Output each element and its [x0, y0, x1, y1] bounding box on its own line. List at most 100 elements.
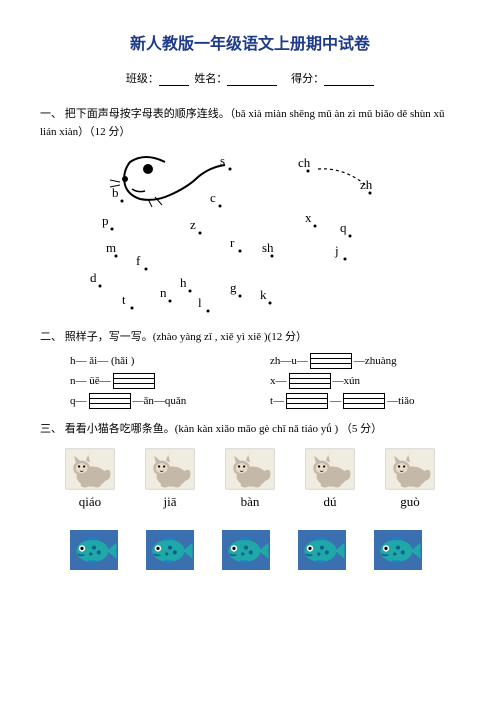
dot-letter-s: s [220, 153, 232, 171]
fish-icon [146, 530, 194, 570]
svg-text:f: f [136, 253, 141, 268]
fish-item [70, 530, 118, 573]
cat-item: dú [304, 448, 356, 510]
pinyin-box [89, 393, 131, 409]
dot-letter-d: d [90, 270, 102, 288]
cat-icon [304, 448, 356, 490]
q2-left: q——ǎn—quǎn [70, 393, 270, 409]
pinyin-box [113, 373, 155, 389]
pinyin-box [286, 393, 328, 409]
fish-icon [298, 530, 346, 570]
cats-row: qiáo jiā bàn d [40, 444, 460, 512]
dot-letter-t: t [122, 292, 134, 310]
svg-text:l: l [198, 295, 202, 310]
dot-letter-sh: sh [262, 240, 274, 258]
svg-text:t: t [122, 292, 126, 307]
svg-text:s: s [220, 153, 225, 168]
svg-text:r: r [230, 235, 235, 250]
cat-label: guò [384, 494, 436, 510]
pinyin-box [289, 373, 331, 389]
name-blank [227, 73, 277, 86]
cat-label: qiáo [64, 494, 116, 510]
score-blank [324, 73, 374, 86]
info-line: 班级： 姓名： 得分： [40, 70, 460, 86]
section-3: 三、 看看小猫各吃哪条鱼。(kàn kàn xiǎo māo gè chī nǎ… [40, 421, 460, 574]
section-3-title: 三、 看看小猫各吃哪条鱼。(kàn kàn xiǎo māo gè chī nǎ… [40, 421, 460, 439]
pinyin-box [343, 393, 385, 409]
section-3-text: 看看小猫各吃哪条鱼。(kàn kàn xiǎo māo gè chī nǎ ti… [65, 423, 382, 435]
dot-letter-c: c [210, 190, 222, 208]
cat-label: jiā [144, 494, 196, 510]
dot-letter-f: f [136, 253, 148, 271]
svg-text:d: d [90, 270, 97, 285]
dot-letter-p: p [102, 213, 114, 231]
q2-row: q——ǎn—quǎnt———tiǎo [70, 393, 460, 409]
fish-item [298, 530, 346, 573]
cat-item: bàn [224, 448, 276, 510]
fish-row [40, 512, 460, 573]
dot-letter-g: g [230, 280, 242, 298]
svg-text:sh: sh [262, 240, 274, 255]
svg-text:c: c [210, 190, 216, 205]
cat-item: qiáo [64, 448, 116, 510]
fish-icon [374, 530, 422, 570]
section-2-num: 二、 [40, 331, 62, 343]
svg-text:k: k [260, 287, 267, 302]
connect-dots-diagram: s ch b c zh p z x m r q f sh j d h t n g k l [70, 147, 410, 317]
class-blank [159, 73, 189, 86]
svg-text:m: m [106, 240, 116, 255]
dot-letter-l: l [198, 295, 210, 313]
q2-right: x——xún [270, 373, 360, 389]
cat-icon [64, 448, 116, 490]
dot-letter-n: n [160, 285, 172, 303]
fish-icon [70, 530, 118, 570]
q2-row: h— ǎi— (hǎi )zh—u——zhuàng [70, 353, 460, 369]
pinyin-box [310, 353, 352, 369]
q2-left: h— ǎi— (hǎi ) [70, 353, 270, 369]
dot-letter-k: k [260, 287, 272, 305]
svg-text:zh: zh [360, 177, 373, 192]
dot-letter-j: j [334, 243, 347, 261]
fish-item [222, 530, 270, 573]
section-1-title: 一、 把下面声母按字母表的顺序连线。（bǎ xià miàn shēng mǔ … [40, 106, 460, 141]
fish-item [146, 530, 194, 573]
cat-label: bàn [224, 494, 276, 510]
svg-text:n: n [160, 285, 167, 300]
dot-letter-z: z [190, 217, 202, 235]
svg-text:h: h [180, 275, 187, 290]
svg-text:g: g [230, 280, 237, 295]
q2-right: t———tiǎo [270, 393, 415, 409]
dot-letter-x: x [305, 210, 317, 228]
cat-icon [384, 448, 436, 490]
dot-letter-r: r [230, 235, 242, 253]
dot-letter-b: b [112, 185, 124, 203]
score-label: 得分： [291, 73, 324, 85]
dot-letter-zh: zh [360, 177, 373, 195]
dot-letter-q: q [340, 220, 352, 238]
svg-text:ch: ch [298, 155, 311, 170]
name-label: 姓名： [194, 73, 227, 85]
section-3-num: 三、 [40, 423, 62, 435]
page-title: 新人教版一年级语文上册期中试卷 [40, 30, 460, 54]
dot-letter-m: m [106, 240, 118, 258]
fish-icon [222, 530, 270, 570]
svg-text:j: j [334, 243, 339, 258]
section-1: 一、 把下面声母按字母表的顺序连线。（bǎ xià miàn shēng mǔ … [40, 106, 460, 317]
section-1-text: 把下面声母按字母表的顺序连线。（bǎ xià miàn shēng mǔ àn … [40, 108, 445, 138]
cat-icon [224, 448, 276, 490]
fish-item [374, 530, 422, 573]
cat-icon [144, 448, 196, 490]
dot-letter-h: h [180, 275, 192, 293]
section-2-text: 照样子，写一写。(zhào yàng zǐ , xiě yì xiě )(12 … [65, 331, 307, 343]
svg-text:b: b [112, 185, 119, 200]
class-label: 班级： [126, 73, 159, 85]
svg-text:x: x [305, 210, 312, 225]
cat-label: dú [304, 494, 356, 510]
svg-text:p: p [102, 213, 109, 228]
q2-row: n— üē—x——xún [70, 373, 460, 389]
svg-text:q: q [340, 220, 347, 235]
section-2-title: 二、 照样子，写一写。(zhào yàng zǐ , xiě yì xiě )(… [40, 329, 460, 347]
dot-svg: s ch b c zh p z x m r q f sh j d h t n g k l [70, 147, 410, 317]
cat-item: guò [384, 448, 436, 510]
q2-left: n— üē— [70, 373, 270, 389]
